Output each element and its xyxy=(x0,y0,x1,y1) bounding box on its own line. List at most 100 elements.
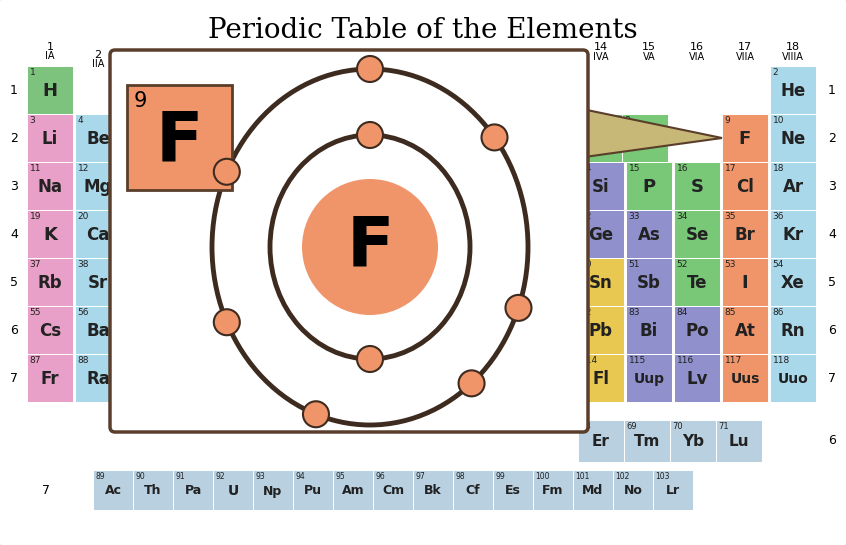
FancyBboxPatch shape xyxy=(133,470,173,510)
FancyBboxPatch shape xyxy=(373,470,413,510)
Text: 102: 102 xyxy=(616,472,630,481)
Text: 8: 8 xyxy=(624,116,630,125)
FancyBboxPatch shape xyxy=(626,258,672,306)
Text: 103: 103 xyxy=(656,472,670,481)
FancyBboxPatch shape xyxy=(27,66,73,114)
Text: 7: 7 xyxy=(42,483,50,496)
Text: Kr: Kr xyxy=(783,226,804,244)
FancyBboxPatch shape xyxy=(127,85,232,190)
Text: Ar: Ar xyxy=(783,178,804,196)
FancyBboxPatch shape xyxy=(453,470,493,510)
Text: 32: 32 xyxy=(580,212,592,221)
FancyBboxPatch shape xyxy=(770,114,816,162)
Text: VA: VA xyxy=(643,52,656,62)
FancyBboxPatch shape xyxy=(75,114,121,162)
Text: 8: 8 xyxy=(639,130,651,148)
Text: 6: 6 xyxy=(532,116,538,125)
Text: 69: 69 xyxy=(627,422,637,431)
FancyBboxPatch shape xyxy=(624,420,670,462)
Circle shape xyxy=(481,124,508,150)
Text: 94: 94 xyxy=(295,472,305,481)
Text: Lr: Lr xyxy=(666,485,680,498)
Text: 1: 1 xyxy=(30,68,36,77)
Circle shape xyxy=(357,346,383,372)
Text: 84: 84 xyxy=(677,308,688,317)
Text: 85: 85 xyxy=(724,308,736,317)
Text: Xe: Xe xyxy=(781,274,805,292)
Text: 10: 10 xyxy=(772,116,784,125)
Text: 50: 50 xyxy=(580,260,592,269)
Text: 4: 4 xyxy=(78,116,83,125)
Text: 4: 4 xyxy=(828,227,836,240)
Text: As: As xyxy=(638,226,661,244)
Text: P: P xyxy=(642,178,656,196)
Text: 18: 18 xyxy=(772,164,784,173)
Text: IVA: IVA xyxy=(593,52,609,62)
Text: 36: 36 xyxy=(772,212,784,221)
FancyBboxPatch shape xyxy=(27,354,73,402)
Text: 35: 35 xyxy=(724,212,736,221)
FancyBboxPatch shape xyxy=(770,258,816,306)
Text: 1: 1 xyxy=(828,83,836,96)
FancyBboxPatch shape xyxy=(626,210,672,258)
FancyBboxPatch shape xyxy=(578,258,624,306)
FancyBboxPatch shape xyxy=(173,470,213,510)
Text: 90: 90 xyxy=(135,472,146,481)
Text: Bk: Bk xyxy=(424,485,442,498)
FancyBboxPatch shape xyxy=(75,306,121,354)
Text: VIIA: VIIA xyxy=(735,52,755,62)
Text: 116: 116 xyxy=(677,356,694,365)
FancyBboxPatch shape xyxy=(75,258,121,306)
FancyBboxPatch shape xyxy=(770,162,816,210)
Text: Np: Np xyxy=(263,485,283,498)
Text: IIA: IIA xyxy=(92,59,104,69)
Text: I: I xyxy=(742,274,749,292)
FancyBboxPatch shape xyxy=(674,258,720,306)
Text: Ge: Ge xyxy=(589,226,613,244)
Circle shape xyxy=(357,56,383,82)
Text: 101: 101 xyxy=(575,472,590,481)
Text: 114: 114 xyxy=(580,356,597,365)
Text: 7: 7 xyxy=(10,372,18,385)
Text: Fm: Fm xyxy=(542,485,563,498)
Text: 91: 91 xyxy=(175,472,185,481)
Text: 34: 34 xyxy=(677,212,688,221)
FancyBboxPatch shape xyxy=(716,420,762,462)
Text: 6: 6 xyxy=(10,324,18,336)
FancyBboxPatch shape xyxy=(674,162,720,210)
Text: 56: 56 xyxy=(78,308,89,317)
Text: 16: 16 xyxy=(677,164,688,173)
Text: 15: 15 xyxy=(629,164,640,173)
FancyBboxPatch shape xyxy=(333,470,373,510)
FancyBboxPatch shape xyxy=(27,258,73,306)
Text: 2: 2 xyxy=(828,131,836,144)
Text: 17: 17 xyxy=(738,42,752,52)
FancyBboxPatch shape xyxy=(670,420,716,462)
Text: 86: 86 xyxy=(772,308,784,317)
FancyBboxPatch shape xyxy=(674,306,720,354)
Text: 6: 6 xyxy=(828,324,836,336)
Text: Pb: Pb xyxy=(589,322,613,340)
Text: 88: 88 xyxy=(78,356,89,365)
Text: Li: Li xyxy=(41,130,58,148)
Text: Pa: Pa xyxy=(184,485,201,498)
Text: 6: 6 xyxy=(547,130,559,148)
FancyBboxPatch shape xyxy=(27,162,73,210)
Text: 2: 2 xyxy=(10,131,18,144)
Text: 83: 83 xyxy=(629,308,640,317)
FancyBboxPatch shape xyxy=(533,470,573,510)
FancyBboxPatch shape xyxy=(213,470,253,510)
Text: 2: 2 xyxy=(772,68,778,77)
Text: Yb: Yb xyxy=(682,434,704,450)
FancyBboxPatch shape xyxy=(253,470,293,510)
FancyBboxPatch shape xyxy=(674,210,720,258)
Text: 53: 53 xyxy=(724,260,736,269)
FancyBboxPatch shape xyxy=(573,470,613,510)
Text: Sr: Sr xyxy=(88,274,108,292)
FancyBboxPatch shape xyxy=(626,162,672,210)
Text: K: K xyxy=(43,226,57,244)
Text: 54: 54 xyxy=(772,260,784,269)
Circle shape xyxy=(357,122,383,148)
Text: 18: 18 xyxy=(786,42,800,52)
Text: 68: 68 xyxy=(580,422,591,431)
